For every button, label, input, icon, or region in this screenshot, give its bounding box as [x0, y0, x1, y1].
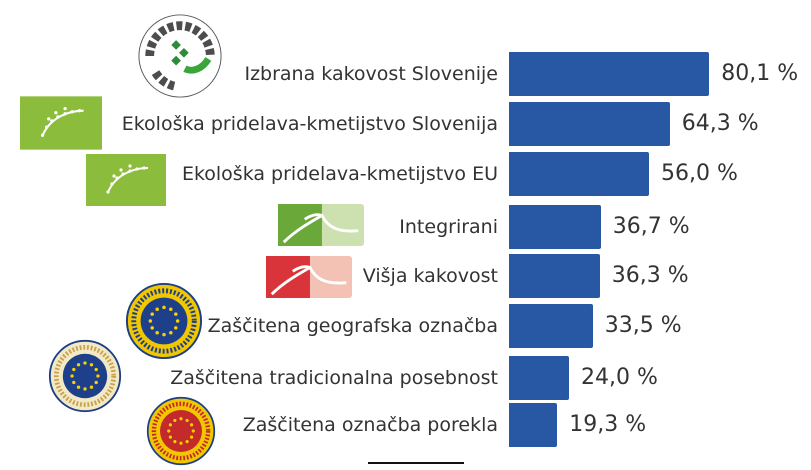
category-label: Integrirani: [399, 216, 498, 238]
value-label: 24,0 %: [581, 365, 658, 390]
category-label: Zaščitena geografska označba: [207, 315, 498, 337]
category-label: Ekološka pridelava-kmetijstvo EU: [181, 163, 498, 185]
value-label: 19,3 %: [569, 412, 647, 437]
value-label: 36,7 %: [612, 214, 690, 239]
eu-organic-leaf-logo: [20, 95, 102, 155]
bar-1: [509, 52, 710, 96]
value-label: 56,0 %: [661, 161, 738, 186]
value-label: 64,3 %: [681, 111, 759, 136]
bar-8: [509, 403, 558, 447]
value-label: 80,1 %: [721, 61, 799, 86]
bar-4: [509, 205, 601, 249]
category-label: Zaščitena označba porekla: [242, 414, 498, 436]
eu-organic-leaf-logo: [86, 154, 166, 210]
izbrana-kakovost-slovenije-logo: [136, 12, 224, 104]
value-label: 33,5 %: [604, 313, 682, 338]
bar-5: [509, 254, 600, 298]
pdo-eu-seal-logo: [146, 396, 216, 470]
integrirani-logo: [278, 203, 364, 251]
category-label: Višja kakovost: [362, 265, 498, 287]
bar-3: [509, 152, 649, 196]
bar-2: [509, 102, 670, 146]
visja-kakovost-logo: [266, 255, 352, 303]
bottom-divider: [368, 462, 464, 464]
tsg-eu-seal-logo: [48, 339, 122, 417]
category-label: Zaščitena tradicionalna posebnost: [170, 367, 498, 389]
category-label: Ekološka pridelava-kmetijstvo Slovenija: [121, 113, 498, 135]
value-label: 36,3 %: [611, 263, 689, 288]
bar-6: [509, 304, 593, 348]
bar-7: [509, 356, 569, 400]
category-label: Izbrana kakovost Slovenije: [244, 63, 498, 85]
pgi-eu-seal-logo: [125, 282, 203, 364]
